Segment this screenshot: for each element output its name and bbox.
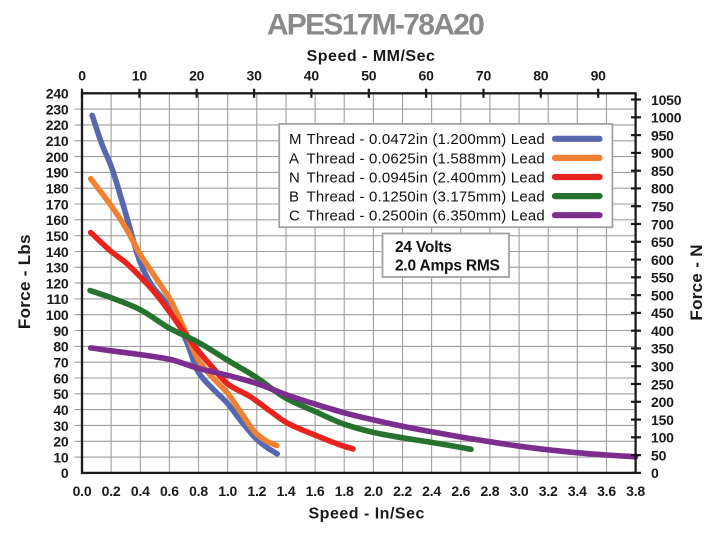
svg-text:Thread - 0.1250in (3.175mm) Le: Thread - 0.1250in (3.175mm) Lead <box>307 189 545 206</box>
svg-text:0: 0 <box>78 68 86 84</box>
svg-text:750: 750 <box>651 199 674 215</box>
svg-text:3.2: 3.2 <box>539 483 558 499</box>
svg-text:10: 10 <box>53 449 69 465</box>
svg-text:240: 240 <box>46 86 69 102</box>
svg-text:10: 10 <box>132 68 148 84</box>
svg-text:950: 950 <box>651 127 674 143</box>
svg-text:50: 50 <box>53 386 69 402</box>
svg-text:2.2: 2.2 <box>393 483 412 499</box>
svg-text:Speed - MM/Sec: Speed - MM/Sec <box>307 48 436 65</box>
svg-text:200: 200 <box>46 149 69 165</box>
svg-text:2.0: 2.0 <box>364 483 383 499</box>
svg-text:150: 150 <box>651 412 674 428</box>
svg-text:Thread - 0.0625in (1.588mm) Le: Thread - 0.0625in (1.588mm) Lead <box>307 150 545 167</box>
svg-text:250: 250 <box>651 376 674 392</box>
svg-text:100: 100 <box>651 430 674 446</box>
svg-text:Force - N: Force - N <box>687 244 706 320</box>
svg-text:80: 80 <box>533 68 549 84</box>
svg-text:700: 700 <box>651 216 674 232</box>
svg-text:1.6: 1.6 <box>306 483 325 499</box>
svg-text:230: 230 <box>46 101 69 117</box>
svg-text:1000: 1000 <box>651 110 682 126</box>
svg-text:300: 300 <box>651 359 674 375</box>
svg-text:60: 60 <box>53 370 69 386</box>
svg-text:60: 60 <box>419 68 435 84</box>
svg-text:B: B <box>289 189 299 206</box>
svg-text:N: N <box>289 169 300 186</box>
svg-text:2.6: 2.6 <box>451 483 470 499</box>
svg-text:1.4: 1.4 <box>277 483 296 499</box>
svg-text:550: 550 <box>651 270 674 286</box>
svg-text:220: 220 <box>46 117 69 133</box>
svg-text:130: 130 <box>46 260 69 276</box>
svg-text:100: 100 <box>46 307 69 323</box>
svg-text:Thread - 0.0945in (2.400mm) Le: Thread - 0.0945in (2.400mm) Lead <box>307 169 545 186</box>
svg-text:APES17M-78A20: APES17M-78A20 <box>267 9 484 42</box>
svg-text:20: 20 <box>189 68 205 84</box>
svg-text:3.0: 3.0 <box>510 483 529 499</box>
svg-text:180: 180 <box>46 181 69 197</box>
svg-text:1.0: 1.0 <box>218 483 237 499</box>
svg-text:70: 70 <box>53 355 69 371</box>
svg-text:0.6: 0.6 <box>160 483 179 499</box>
svg-text:0.4: 0.4 <box>131 483 150 499</box>
svg-text:30: 30 <box>53 418 69 434</box>
svg-text:20: 20 <box>53 434 69 450</box>
svg-text:800: 800 <box>651 181 674 197</box>
svg-text:3.6: 3.6 <box>597 483 616 499</box>
svg-text:Thread - 0.2500in (6.350mm) Le: Thread - 0.2500in (6.350mm) Lead <box>307 208 545 225</box>
svg-text:0.2: 0.2 <box>102 483 121 499</box>
svg-text:650: 650 <box>651 234 674 250</box>
svg-text:50: 50 <box>651 447 667 463</box>
svg-text:140: 140 <box>46 244 69 260</box>
svg-text:24 Volts: 24 Volts <box>395 239 452 256</box>
svg-text:1050: 1050 <box>651 92 682 108</box>
svg-text:Force - Lbs: Force - Lbs <box>15 234 34 329</box>
svg-text:40: 40 <box>304 68 320 84</box>
svg-text:150: 150 <box>46 228 69 244</box>
svg-text:160: 160 <box>46 212 69 228</box>
svg-text:70: 70 <box>476 68 492 84</box>
svg-text:Thread - 0.0472in (1.200mm) Le: Thread - 0.0472in (1.200mm) Lead <box>307 131 545 148</box>
svg-text:200: 200 <box>651 394 674 410</box>
svg-text:900: 900 <box>651 145 674 161</box>
svg-text:40: 40 <box>53 402 69 418</box>
svg-text:50: 50 <box>361 68 377 84</box>
svg-text:170: 170 <box>46 196 69 212</box>
svg-text:90: 90 <box>53 323 69 339</box>
svg-text:3.8: 3.8 <box>626 483 645 499</box>
svg-text:A: A <box>289 150 299 167</box>
svg-text:3.4: 3.4 <box>568 483 587 499</box>
svg-text:90: 90 <box>591 68 607 84</box>
svg-text:1.2: 1.2 <box>247 483 266 499</box>
svg-text:500: 500 <box>651 287 674 303</box>
svg-text:0.0: 0.0 <box>73 483 92 499</box>
svg-text:2.4: 2.4 <box>422 483 441 499</box>
svg-text:400: 400 <box>651 323 674 339</box>
svg-text:C: C <box>289 208 300 225</box>
svg-text:350: 350 <box>651 341 674 357</box>
svg-text:M: M <box>289 131 302 148</box>
svg-text:600: 600 <box>651 252 674 268</box>
svg-text:0.8: 0.8 <box>189 483 208 499</box>
svg-text:1.8: 1.8 <box>335 483 354 499</box>
svg-text:0: 0 <box>61 465 69 481</box>
svg-text:120: 120 <box>46 275 69 291</box>
svg-text:Speed - In/Sec: Speed - In/Sec <box>309 506 425 523</box>
svg-text:2.8: 2.8 <box>480 483 499 499</box>
svg-text:210: 210 <box>46 133 69 149</box>
svg-text:0: 0 <box>651 465 659 481</box>
svg-text:450: 450 <box>651 305 674 321</box>
svg-text:110: 110 <box>47 291 69 307</box>
svg-text:850: 850 <box>651 163 674 179</box>
svg-text:190: 190 <box>46 165 69 181</box>
svg-text:2.0 Amps RMS: 2.0 Amps RMS <box>395 257 500 274</box>
svg-text:30: 30 <box>247 68 263 84</box>
svg-text:80: 80 <box>53 339 69 355</box>
